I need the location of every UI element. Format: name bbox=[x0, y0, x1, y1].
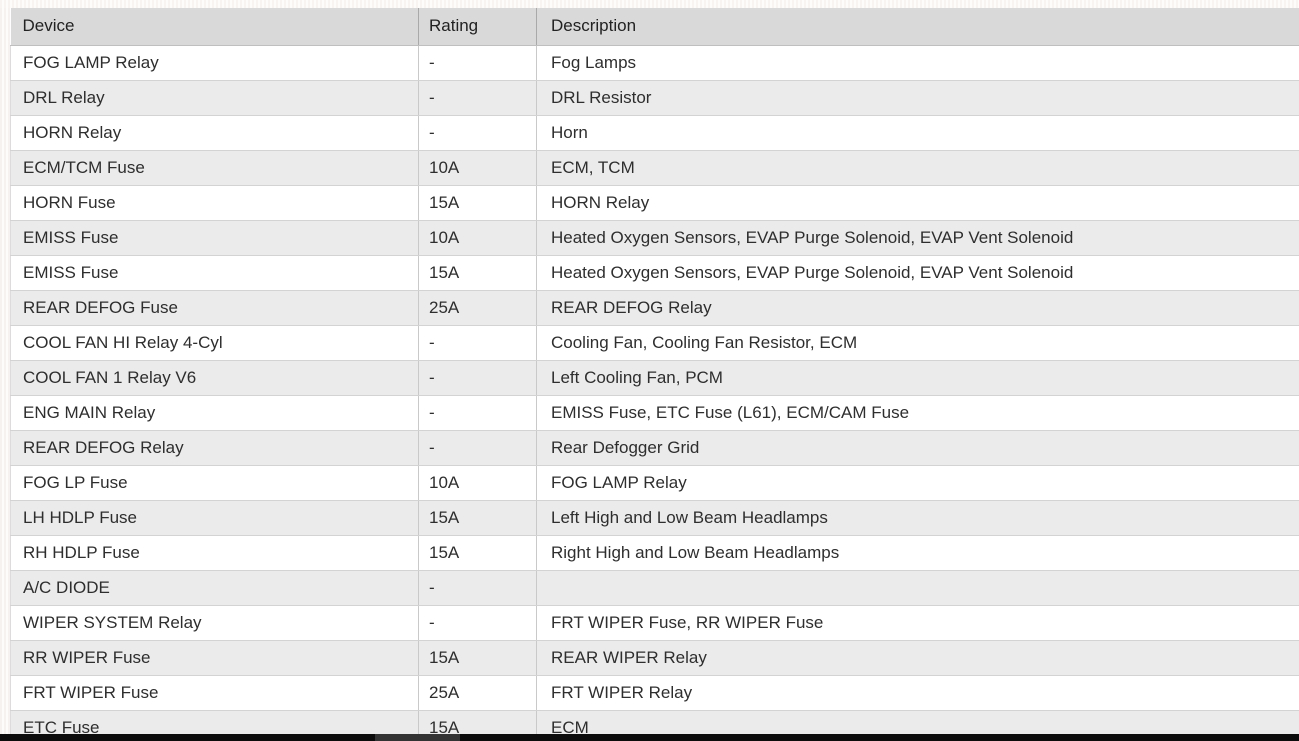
description-cell: Left Cooling Fan, PCM bbox=[536, 360, 1299, 396]
rating-cell: 15A bbox=[418, 255, 537, 291]
column-header-device: Device bbox=[10, 8, 419, 46]
table-row: HORN Relay - Horn bbox=[10, 115, 1299, 151]
rating-cell: 25A bbox=[418, 290, 537, 326]
table-row: REAR DEFOG Fuse 25A REAR DEFOG Relay bbox=[10, 290, 1299, 326]
device-cell: FOG LP Fuse bbox=[10, 465, 419, 501]
device-cell: COOL FAN 1 Relay V6 bbox=[10, 360, 419, 396]
device-cell: REAR DEFOG Relay bbox=[10, 430, 419, 466]
rating-cell: 15A bbox=[418, 500, 537, 536]
table-row: ENG MAIN Relay - EMISS Fuse, ETC Fuse (L61… bbox=[10, 395, 1299, 431]
description-cell: Horn bbox=[536, 115, 1299, 151]
table-row: DRL Relay - DRL Resistor bbox=[10, 80, 1299, 116]
description-cell: Heated Oxygen Sensors, EVAP Purge Soleno… bbox=[536, 220, 1299, 256]
description-cell: Right High and Low Beam Headlamps bbox=[536, 535, 1299, 571]
device-cell: RR WIPER Fuse bbox=[10, 640, 419, 676]
description-cell bbox=[536, 570, 1299, 606]
description-cell: REAR WIPER Relay bbox=[536, 640, 1299, 676]
rating-cell: 15A bbox=[418, 185, 537, 221]
description-cell: ECM, TCM bbox=[536, 150, 1299, 186]
rating-cell: - bbox=[418, 45, 537, 81]
description-cell: DRL Resistor bbox=[536, 80, 1299, 116]
device-cell: LH HDLP Fuse bbox=[10, 500, 419, 536]
table-row: RH HDLP Fuse 15A Right High and Low Beam H… bbox=[10, 535, 1299, 571]
description-cell: FRT WIPER Relay bbox=[536, 675, 1299, 711]
rating-cell: - bbox=[418, 570, 537, 606]
device-cell: EMISS Fuse bbox=[10, 255, 419, 291]
rating-cell: - bbox=[418, 360, 537, 396]
description-cell: REAR DEFOG Relay bbox=[536, 290, 1299, 326]
table-row: FOG LP Fuse 10A FOG LAMP Relay bbox=[10, 465, 1299, 501]
table-row: COOL FAN HI Relay 4-Cyl - Cooling Fan, Coo… bbox=[10, 325, 1299, 361]
device-cell: A/C DIODE bbox=[10, 570, 419, 606]
description-cell: FRT WIPER Fuse, RR WIPER Fuse bbox=[536, 605, 1299, 641]
scrollbar-thumb[interactable] bbox=[375, 734, 460, 741]
description-cell: Rear Defogger Grid bbox=[536, 430, 1299, 466]
device-cell: RH HDLP Fuse bbox=[10, 535, 419, 571]
device-cell: WIPER SYSTEM Relay bbox=[10, 605, 419, 641]
table-row: A/C DIODE - bbox=[10, 570, 1299, 606]
description-cell: FOG LAMP Relay bbox=[536, 465, 1299, 501]
rating-cell: - bbox=[418, 115, 537, 151]
description-cell: Heated Oxygen Sensors, EVAP Purge Soleno… bbox=[536, 255, 1299, 291]
rating-cell: 25A bbox=[418, 675, 537, 711]
description-cell: EMISS Fuse, ETC Fuse (L61), ECM/CAM Fuse bbox=[536, 395, 1299, 431]
table-row: WIPER SYSTEM Relay - FRT WIPER Fuse, RR WI… bbox=[10, 605, 1299, 641]
device-cell: REAR DEFOG Fuse bbox=[10, 290, 419, 326]
rating-cell: 15A bbox=[418, 640, 537, 676]
fuse-table: Device Rating Description FOG LAMP Relay… bbox=[10, 8, 1299, 741]
table-row: RR WIPER Fuse 15A REAR WIPER Relay bbox=[10, 640, 1299, 676]
rating-cell: - bbox=[418, 80, 537, 116]
description-cell: HORN Relay bbox=[536, 185, 1299, 221]
description-cell: Cooling Fan, Cooling Fan Resistor, ECM bbox=[536, 325, 1299, 361]
rating-cell: 10A bbox=[418, 150, 537, 186]
device-cell: EMISS Fuse bbox=[10, 220, 419, 256]
device-cell: HORN Relay bbox=[10, 115, 419, 151]
rating-cell: - bbox=[418, 605, 537, 641]
table-row: EMISS Fuse 15A Heated Oxygen Sensors, EVAP… bbox=[10, 255, 1299, 291]
rating-cell: - bbox=[418, 395, 537, 431]
table-row: ECM/TCM Fuse 10A ECM, TCM bbox=[10, 150, 1299, 186]
table-row: LH HDLP Fuse 15A Left High and Low Beam He… bbox=[10, 500, 1299, 536]
rating-cell: - bbox=[418, 430, 537, 466]
device-cell: FOG LAMP Relay bbox=[10, 45, 419, 81]
rating-cell: 10A bbox=[418, 220, 537, 256]
description-cell: Fog Lamps bbox=[536, 45, 1299, 81]
device-cell: FRT WIPER Fuse bbox=[10, 675, 419, 711]
table-row: REAR DEFOG Relay - Rear Defogger Grid bbox=[10, 430, 1299, 466]
page-margin-texture-top bbox=[0, 0, 1299, 8]
rating-cell: 15A bbox=[418, 535, 537, 571]
device-cell: DRL Relay bbox=[10, 80, 419, 116]
device-cell: ENG MAIN Relay bbox=[10, 395, 419, 431]
table-row: FRT WIPER Fuse 25A FRT WIPER Relay bbox=[10, 675, 1299, 711]
rating-cell: 10A bbox=[418, 465, 537, 501]
bottom-scrollbar[interactable] bbox=[0, 734, 1299, 741]
device-cell: ECM/TCM Fuse bbox=[10, 150, 419, 186]
table-row: FOG LAMP Relay - Fog Lamps bbox=[10, 45, 1299, 81]
description-cell: Left High and Low Beam Headlamps bbox=[536, 500, 1299, 536]
column-header-rating: Rating bbox=[418, 8, 537, 46]
column-header-description: Description bbox=[536, 8, 1299, 46]
device-cell: HORN Fuse bbox=[10, 185, 419, 221]
device-cell: COOL FAN HI Relay 4-Cyl bbox=[10, 325, 419, 361]
table-header-row: Device Rating Description bbox=[10, 8, 1299, 46]
table-row: HORN Fuse 15A HORN Relay bbox=[10, 185, 1299, 221]
table-row: COOL FAN 1 Relay V6- Left Cooling Fan, PC… bbox=[10, 360, 1299, 396]
table-row: EMISS Fuse 10A Heated Oxygen Sensors, EVAP… bbox=[10, 220, 1299, 256]
rating-cell: - bbox=[418, 325, 537, 361]
page-margin-texture-left bbox=[0, 0, 10, 741]
